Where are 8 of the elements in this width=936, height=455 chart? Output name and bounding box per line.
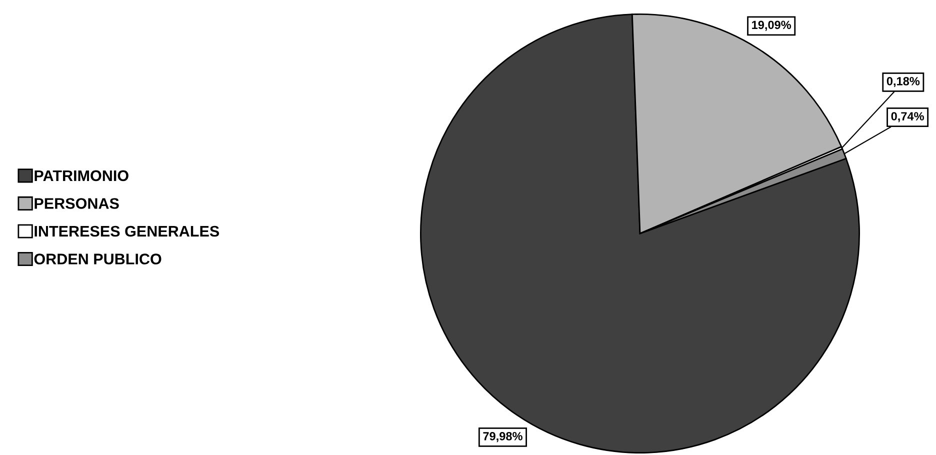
- data-label: 19,09%: [752, 20, 792, 31]
- data-label: 0,74%: [891, 112, 924, 122]
- data-label: 79,98%: [483, 432, 522, 442]
- data-label: 0,18%: [886, 76, 920, 88]
- legend-label: ORDEN PUBLICO: [34, 254, 162, 264]
- legend-label: PERSONAS: [34, 198, 119, 209]
- legend-label: PATRIMONIO: [34, 170, 128, 182]
- legend-label: INTERESES GENERALES: [34, 226, 220, 237]
